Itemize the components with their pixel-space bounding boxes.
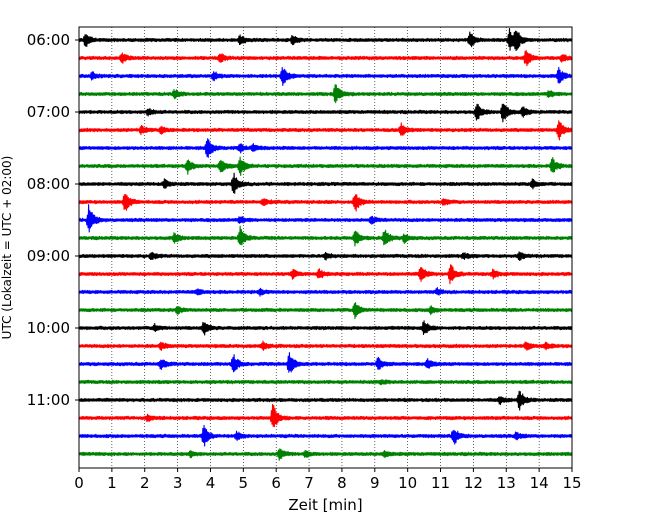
y-tick-label: 06:00 bbox=[27, 31, 70, 49]
seismogram-trace-1130 bbox=[78, 424, 573, 447]
x-tick-label: 13 bbox=[497, 474, 516, 492]
seismogram-trace-1015 bbox=[78, 340, 573, 351]
trace-series bbox=[78, 27, 573, 461]
seismogram-trace-1115 bbox=[78, 403, 573, 428]
y-axis-label: UTC (Lokalzeit = UTC + 02:00) bbox=[0, 156, 14, 340]
seismogram-trace-0900 bbox=[78, 251, 573, 262]
seismogram-trace-0945 bbox=[78, 302, 573, 320]
x-tick-label: 12 bbox=[464, 474, 483, 492]
seismogram-trace-0845 bbox=[78, 225, 573, 247]
x-tick-label: 14 bbox=[530, 474, 549, 492]
seismogram-trace-0600 bbox=[78, 27, 573, 52]
x-axis-ticks: 0 1 2 3 4 5 6 7 8 9 10 11 12 13 14 15 bbox=[74, 468, 582, 492]
seismogram-trace-1100 bbox=[78, 390, 573, 411]
x-tick-label: 4 bbox=[206, 474, 216, 492]
x-tick-label: 3 bbox=[173, 474, 183, 492]
plot-frame bbox=[78, 26, 573, 469]
seismogram-trace-1045 bbox=[78, 378, 573, 386]
seismogram-trace-0645 bbox=[78, 84, 573, 104]
seismogram-trace-1000 bbox=[78, 320, 573, 336]
y-tick-label: 08:00 bbox=[27, 175, 70, 193]
x-tick-label: 9 bbox=[370, 474, 380, 492]
y-tick-label: 11:00 bbox=[27, 391, 70, 409]
y-tick-label: 10:00 bbox=[27, 319, 70, 337]
seismogram-trace-0730 bbox=[78, 138, 573, 158]
seismogram-trace-0815 bbox=[78, 193, 573, 212]
seismogram-trace-0745 bbox=[78, 156, 573, 176]
seismogram-trace-1145 bbox=[78, 448, 573, 461]
x-tick-label: 1 bbox=[107, 474, 117, 492]
seismogram-trace-1030 bbox=[78, 352, 573, 373]
x-tick-label: 6 bbox=[271, 474, 281, 492]
seismogram-trace-0800 bbox=[78, 172, 573, 194]
seismogram-trace-0830 bbox=[78, 204, 573, 233]
seismogram-trace-0700 bbox=[78, 103, 573, 123]
y-tick-label: 07:00 bbox=[27, 103, 70, 121]
x-tick-label: 10 bbox=[398, 474, 417, 492]
x-tick-label: 15 bbox=[562, 474, 581, 492]
x-tick-label: 5 bbox=[239, 474, 249, 492]
seismogram-trace-0630 bbox=[78, 66, 573, 86]
seismogram-trace-0715 bbox=[78, 120, 573, 141]
y-tick-label: 09:00 bbox=[27, 247, 70, 265]
y-axis-ticks: 06:00 07:00 08:00 09:00 10:00 11:00 bbox=[27, 31, 79, 409]
x-tick-label: 7 bbox=[304, 474, 314, 492]
x-axis-label: Zeit [min] bbox=[288, 496, 362, 514]
seismogram-trace-0930 bbox=[78, 286, 573, 297]
seismogram-trace-0915 bbox=[78, 264, 573, 285]
x-tick-label: 0 bbox=[74, 474, 84, 492]
seismogram-trace-0615 bbox=[78, 50, 573, 67]
x-tick-label: 2 bbox=[140, 474, 150, 492]
x-tick-label: 8 bbox=[337, 474, 347, 492]
x-tick-label: 11 bbox=[431, 474, 450, 492]
